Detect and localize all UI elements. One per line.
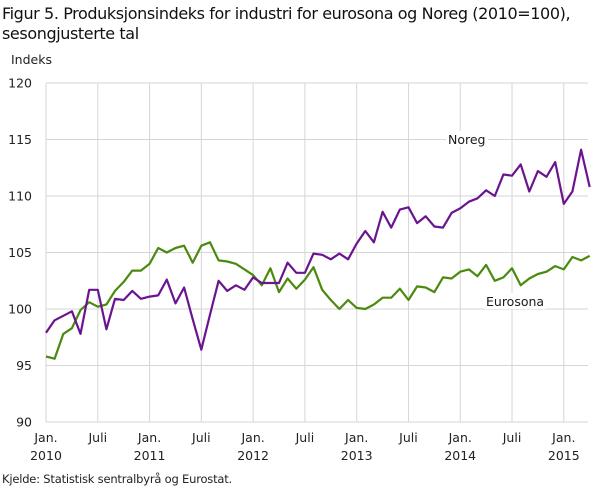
- y-tick-label: 105: [8, 245, 32, 260]
- x-tick-year: 2014: [444, 448, 476, 463]
- y-tick-label: 100: [8, 302, 32, 317]
- svg-text:Noreg: Noreg: [448, 132, 486, 147]
- x-tick-label: Juli: [502, 430, 522, 445]
- x-tick-label: Juli: [398, 430, 418, 445]
- y-tick-label: 95: [16, 358, 32, 373]
- source-note: Kjelde: Statistisk sentralbyrå og Eurost…: [2, 472, 233, 486]
- x-tick-year: 2015: [548, 448, 580, 463]
- y-tick-label: 110: [8, 189, 32, 204]
- x-tick-label: Juli: [191, 430, 211, 445]
- series-label-noreg: Noreg: [446, 131, 488, 147]
- x-tick-year: 2011: [134, 448, 166, 463]
- y-axis-label: Indeks: [11, 52, 52, 67]
- chart-gridlines: [45, 82, 588, 423]
- x-tick-label: Juli: [295, 430, 315, 445]
- x-axis-ticks: Jan. 2010 Juli Jan. 2011 Juli Jan. 2012 Juli Jan.…: [30, 430, 580, 463]
- series-label-eurosona: Eurosona: [484, 293, 546, 309]
- y-axis-ticks: 90 95 100 105 110 115 120: [8, 76, 32, 430]
- x-tick-label: Jan.: [344, 430, 368, 445]
- x-tick-label: Jan.: [551, 430, 575, 445]
- svg-text:Eurosona: Eurosona: [486, 294, 544, 309]
- x-tick-year: 2012: [237, 448, 269, 463]
- y-tick-label: 115: [8, 132, 32, 147]
- x-tick-label: Jan.: [240, 430, 264, 445]
- chart-title-line1: Figur 5. Produksjonsindeks for industri …: [2, 4, 571, 23]
- x-tick-label: Jan.: [448, 430, 472, 445]
- x-tick-label: Juli: [87, 430, 107, 445]
- y-tick-label: 90: [16, 415, 32, 430]
- chart-title-line2: sesongjusterte tal: [2, 24, 139, 43]
- series-line-noreg: [45, 148, 591, 351]
- x-tick-year: 2013: [341, 448, 373, 463]
- series-line-eurosona: [45, 241, 591, 360]
- y-tick-label: 120: [8, 76, 32, 91]
- x-tick-label: Jan.: [33, 430, 57, 445]
- line-chart: 90 95 100 105 110 115 120 Jan. 2010 Juli Jan. 2011…: [8, 76, 591, 463]
- x-tick-label: Jan.: [137, 430, 161, 445]
- x-tick-year: 2010: [30, 448, 62, 463]
- chart-title: Figur 5. Produksjonsindeks for industri …: [2, 4, 602, 44]
